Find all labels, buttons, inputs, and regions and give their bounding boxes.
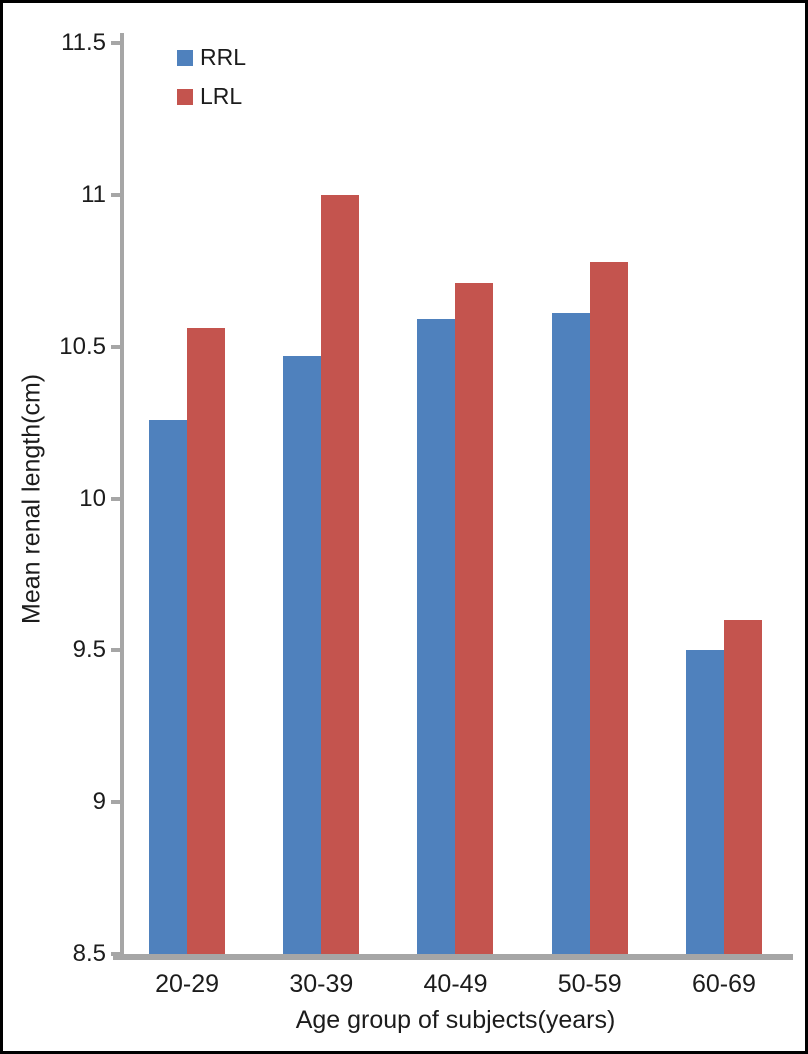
plot-area: 8.5 9 9.5 10 10.5 11 11.5 RRL LRL xyxy=(59,31,793,966)
x-tick-label-60-69: 60-69 xyxy=(691,970,756,998)
bar-group-50-59 xyxy=(523,43,657,954)
y-tick-mark xyxy=(111,496,120,501)
lrl-bar-50-59 xyxy=(589,261,628,954)
legend-item-rrl: RRL xyxy=(177,44,246,71)
legend: RRL LRL xyxy=(177,44,246,110)
lrl-bar-30-39 xyxy=(321,194,360,954)
y-tick-label: 9.5 xyxy=(72,636,106,664)
rrl-bar-40-49 xyxy=(417,319,456,954)
y-tick-label: 11.5 xyxy=(61,29,106,56)
y-tick-label: 9 xyxy=(92,788,106,816)
y-tick-label: 10 xyxy=(79,484,106,512)
y-tick-label: 8.5 xyxy=(72,940,106,967)
lrl-series-swatch-icon xyxy=(177,88,193,105)
rrl-bar-20-29 xyxy=(149,419,188,954)
rrl-bar-30-39 xyxy=(283,355,322,954)
legend-label-rrl: RRL xyxy=(200,44,247,70)
y-tick-mark xyxy=(111,192,120,197)
lrl-bar-20-29 xyxy=(187,328,226,954)
x-tick-label-40-49: 40-49 xyxy=(423,970,488,998)
bar-group-30-39 xyxy=(254,43,388,954)
legend-item-lrl: LRL xyxy=(177,83,246,110)
x-tick-label-50-59: 50-59 xyxy=(557,970,622,998)
y-tick-mark xyxy=(111,952,120,956)
x-axis-line xyxy=(113,954,793,960)
y-tick-label: 11 xyxy=(81,180,106,208)
y-tick-mark xyxy=(111,41,120,45)
x-axis-tick-labels: 20-29 30-39 40-49 50-59 60-69 xyxy=(120,970,791,999)
y-axis-line xyxy=(120,33,124,960)
y-tick-mark xyxy=(111,648,120,653)
y-tick-label: 10.5 xyxy=(59,332,106,360)
y-tick-mark xyxy=(111,800,120,805)
lrl-bar-60-69 xyxy=(723,620,762,954)
x-tick-label-30-39: 30-39 xyxy=(289,970,354,998)
rrl-series-swatch-icon xyxy=(177,49,193,66)
x-axis-title: Age group of subjects(years) xyxy=(295,1006,616,1034)
rrl-bar-60-69 xyxy=(685,650,724,954)
lrl-bar-40-49 xyxy=(455,282,494,954)
x-tick-label-20-29: 20-29 xyxy=(155,970,220,998)
bar-group-60-69 xyxy=(657,43,791,954)
rrl-bar-50-59 xyxy=(551,313,590,954)
legend-label-lrl: LRL xyxy=(200,83,243,109)
bar-group-20-29 xyxy=(120,43,254,954)
y-tick-mark xyxy=(111,344,120,349)
bar-group-40-49 xyxy=(388,43,522,954)
